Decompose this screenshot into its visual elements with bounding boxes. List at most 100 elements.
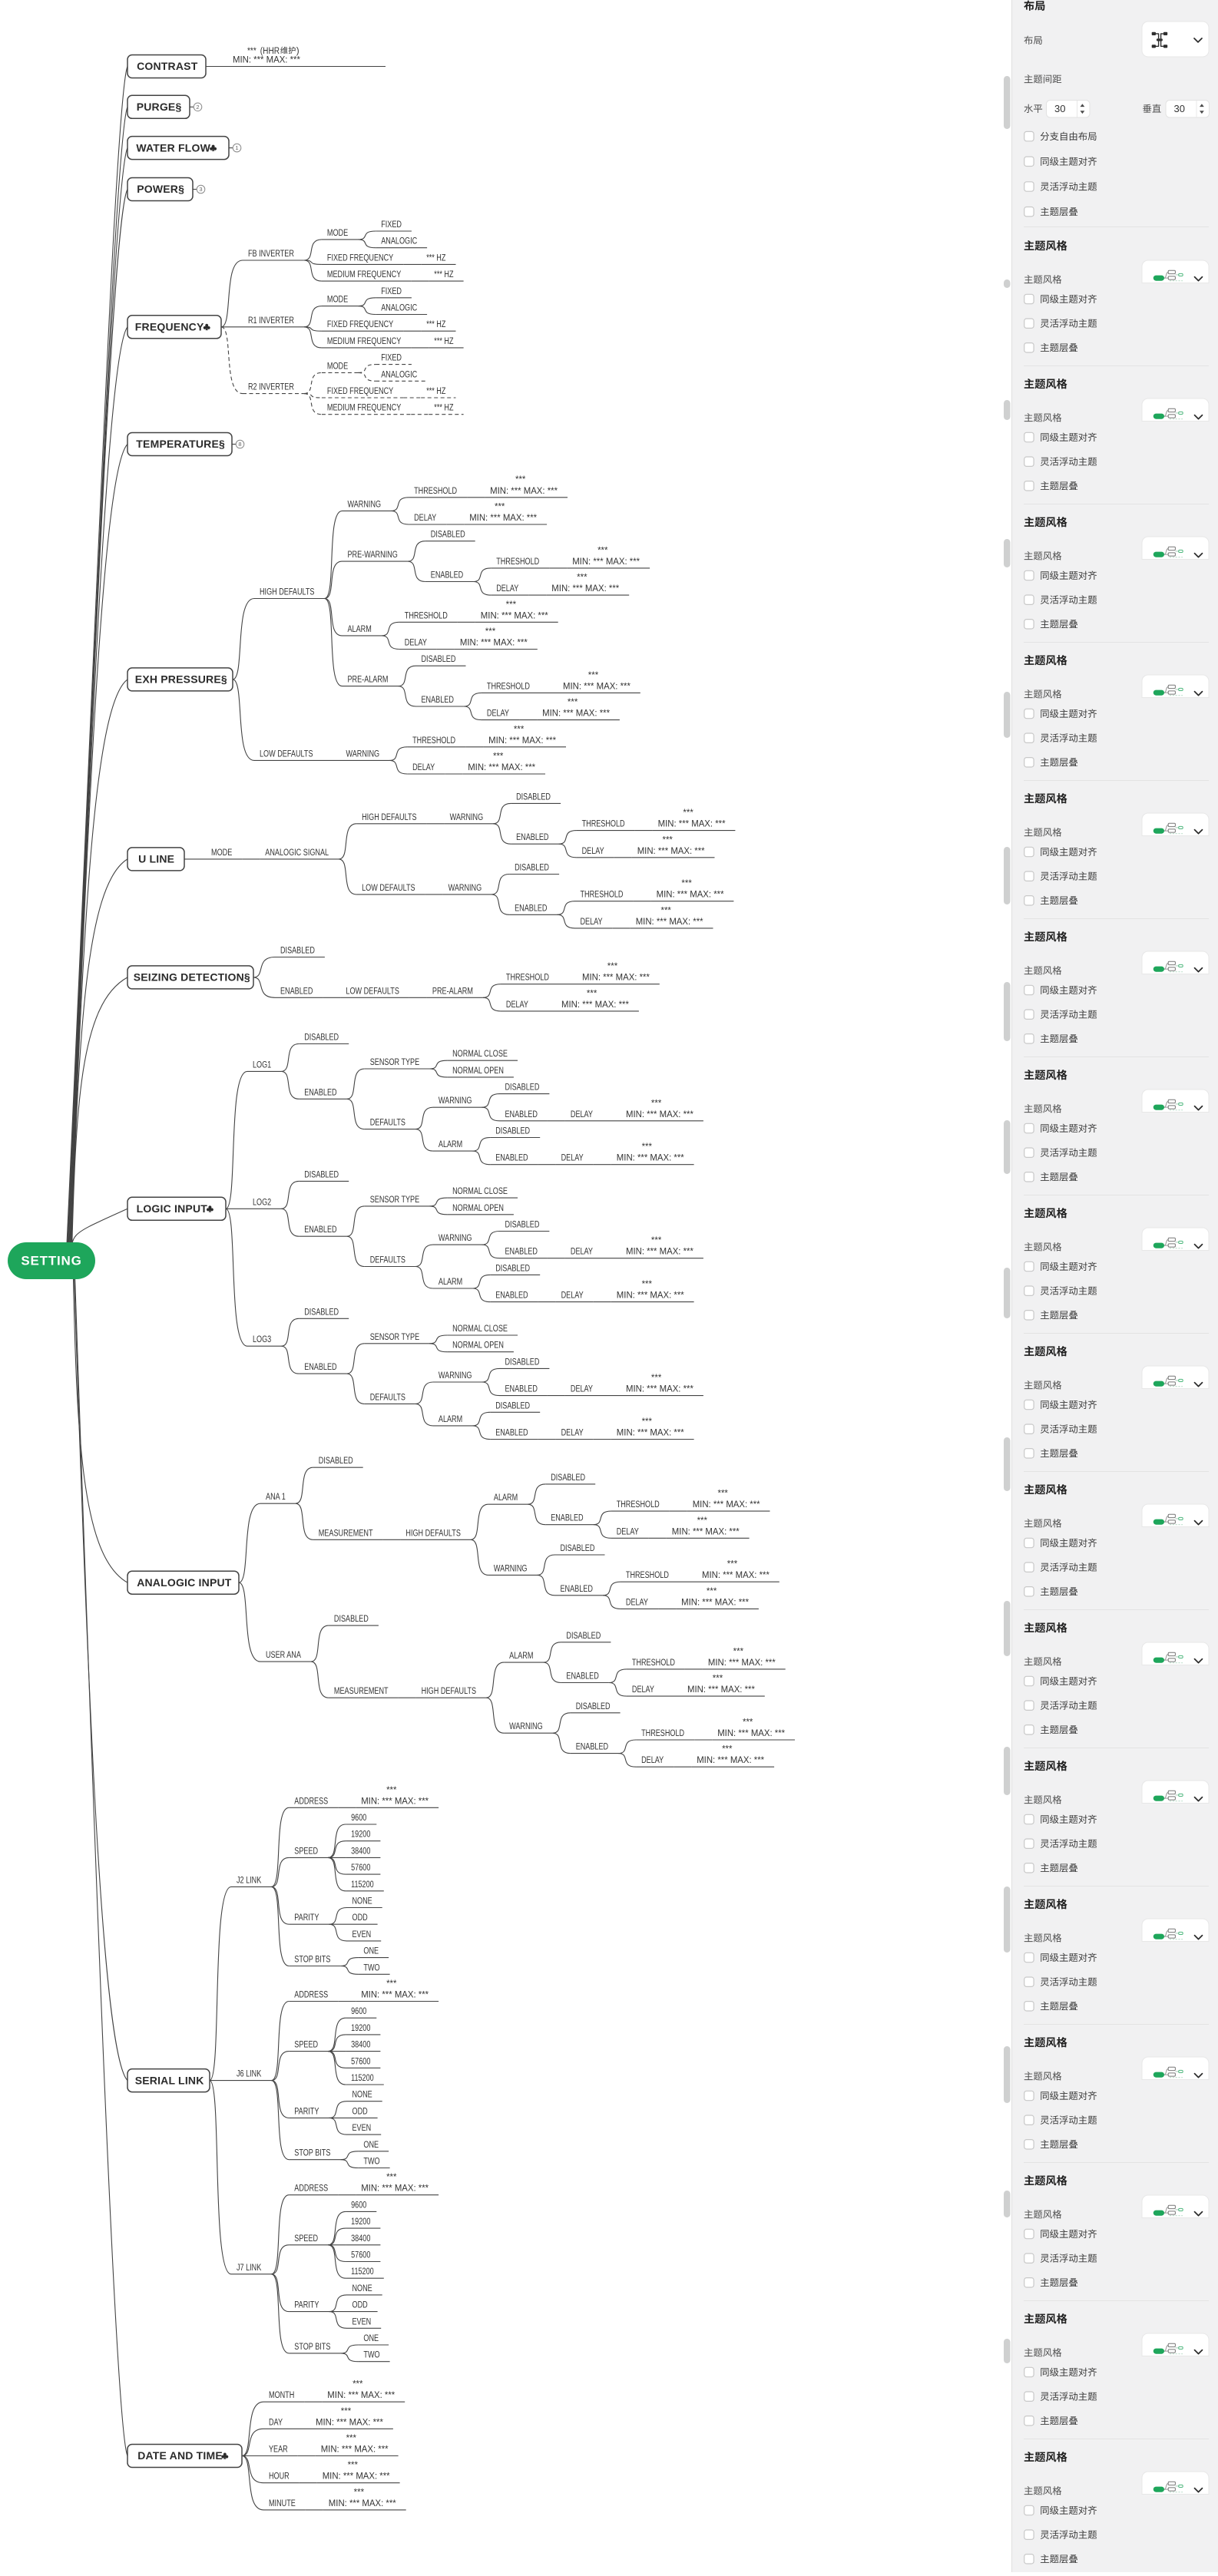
svg-text:ENABLED: ENABLED [566,1672,598,1682]
svg-text:ENABLED: ENABLED [516,833,548,842]
svg-text:ANALOGIC: ANALOGIC [381,304,417,313]
svg-text:***: *** [662,835,673,845]
svg-text:DELAY: DELAY [561,1154,584,1163]
svg-text:MIN: *** MAX: ***: MIN: *** MAX: *** [708,1658,776,1668]
svg-text:ENABLED: ENABLED [515,904,547,913]
svg-text:THRESHOLD: THRESHOLD [632,1658,675,1668]
svg-text:ODD: ODD [352,2301,368,2310]
svg-text:SETTING: SETTING [21,1254,81,1268]
svg-text:19200: 19200 [351,2217,370,2227]
svg-text:MIN: *** MAX: ***: MIN: *** MAX: *** [617,1429,684,1438]
svg-text:MIN: *** MAX: ***: MIN: *** MAX: *** [316,2418,383,2427]
svg-text:DISABLED: DISABLED [505,1357,540,1367]
svg-text:19200: 19200 [351,1830,370,1840]
svg-text:DAY: DAY [269,2418,283,2427]
svg-text:J7 LINK: J7 LINK [237,2264,262,2273]
svg-text:ENABLED: ENABLED [495,1154,528,1163]
svg-text:THRESHOLD: THRESHOLD [496,557,539,567]
svg-text:9600: 9600 [351,2007,366,2016]
svg-text:LOG1: LOG1 [253,1060,271,1070]
svg-text:ANALOGIC: ANALOGIC [381,237,417,246]
svg-text:ALARM: ALARM [494,1493,518,1503]
svg-text:MIN: *** MAX: ***: MIN: *** MAX: *** [233,56,300,65]
svg-text:***: *** [651,1374,662,1383]
svg-text:ENABLED: ENABLED [551,1514,583,1523]
svg-text:DISABLED: DISABLED [304,1170,339,1179]
svg-text:SEIZING DETECTION§: SEIZING DETECTION§ [134,971,250,984]
svg-text:NORMAL CLOSE: NORMAL CLOSE [452,1324,508,1334]
svg-text:PRE-ALARM: PRE-ALARM [432,987,473,996]
svg-text:FIXED FREQUENCY: FIXED FREQUENCY [327,253,394,263]
svg-text:38400: 38400 [351,2041,370,2050]
svg-text:9600: 9600 [351,1814,366,1823]
svg-text:*** HZ: *** HZ [434,337,453,346]
svg-text:DELAY: DELAY [571,1110,593,1119]
svg-text:ENABLED: ENABLED [304,1363,336,1372]
svg-text:***: *** [341,2407,352,2416]
svg-text:NORMAL CLOSE: NORMAL CLOSE [452,1187,508,1196]
svg-text:MIN: *** MAX: ***: MIN: *** MAX: *** [361,1797,429,1806]
svg-text:*** HZ: *** HZ [434,270,453,279]
svg-text:2: 2 [196,104,199,111]
svg-text:DISABLED: DISABLED [334,1615,369,1624]
svg-text:EVEN: EVEN [352,2124,372,2133]
svg-text:ANALOGIC SIGNAL: ANALOGIC SIGNAL [265,848,329,858]
svg-text:J6 LINK: J6 LINK [237,2070,262,2079]
svg-text:ONE: ONE [363,1947,379,1956]
svg-text:DELAY: DELAY [571,1248,593,1257]
svg-text:MONTH: MONTH [269,2391,294,2400]
svg-text:WATER FLOW: WATER FLOW [136,141,210,154]
svg-text:MIN: *** MAX: ***: MIN: *** MAX: *** [582,974,650,983]
svg-text:***: *** [386,2173,397,2182]
svg-text:MIN: *** MAX: ***: MIN: *** MAX: *** [636,918,703,927]
svg-text:***: *** [743,1718,753,1728]
svg-text:***: *** [651,1099,662,1108]
svg-text:DISABLED: DISABLED [431,531,465,540]
svg-text:30: 30 [1174,103,1185,114]
svg-text:WARNING: WARNING [494,1564,528,1573]
svg-text:MIN: *** MAX: ***: MIN: *** MAX: *** [563,682,631,691]
svg-text:MIN: *** MAX: ***: MIN: *** MAX: *** [329,2499,396,2508]
svg-text:WARNING: WARNING [448,884,482,893]
svg-text:***: *** [587,989,597,998]
svg-text:***: *** [485,627,496,637]
svg-text:PRE-WARNING: PRE-WARNING [348,551,398,560]
svg-text:LOW DEFAULTS: LOW DEFAULTS [346,987,399,996]
svg-text:DISABLED: DISABLED [304,1033,339,1043]
svg-text:***: *** [346,2434,357,2443]
svg-text:FIXED: FIXED [381,287,402,296]
svg-text:30: 30 [1054,103,1065,114]
svg-text:J2 LINK: J2 LINK [237,1876,262,1885]
svg-text:R1 INVERTER: R1 INVERTER [248,316,294,326]
svg-text:THRESHOLD: THRESHOLD [641,1729,684,1738]
svg-text:ALARM: ALARM [439,1415,462,1424]
svg-text:***: *** [660,906,671,915]
svg-text:MIN: *** MAX: ***: MIN: *** MAX: *** [717,1729,785,1738]
svg-text:ENABLED: ENABLED [505,1248,538,1257]
svg-text:***: *** [506,600,517,610]
svg-text:FIXED: FIXED [381,220,402,230]
svg-text:DISABLED: DISABLED [515,864,549,873]
svg-text:*** (HHR: *** (HHR [247,47,280,56]
svg-text:ENABLED: ENABLED [495,1291,528,1301]
svg-text:DELAY: DELAY [632,1685,654,1695]
svg-text:ONE: ONE [363,2141,379,2150]
svg-text:MIN: *** MAX: ***: MIN: *** MAX: *** [551,584,619,594]
svg-text:MODE: MODE [327,229,349,238]
svg-text:DISABLED: DISABLED [566,1632,601,1641]
svg-text:***: *** [348,2461,359,2470]
svg-text:ENABLED: ENABLED [505,1385,538,1394]
svg-text:SERIAL LINK: SERIAL LINK [135,2074,204,2086]
svg-text:DISABLED: DISABLED [576,1702,611,1711]
svg-text:MIN: *** MAX: ***: MIN: *** MAX: *** [488,736,556,746]
svg-text:SENSOR TYPE: SENSOR TYPE [370,1333,420,1342]
svg-text:U LINE: U LINE [138,853,174,865]
svg-text:NORMAL CLOSE: NORMAL CLOSE [452,1050,508,1059]
svg-text:MIN: *** MAX: ***: MIN: *** MAX: *** [658,820,726,829]
svg-text:DISABLED: DISABLED [304,1308,339,1317]
svg-text:NORMAL OPEN: NORMAL OPEN [452,1341,504,1351]
svg-text:WARNING: WARNING [348,500,382,509]
svg-text:MIN: *** MAX: ***: MIN: *** MAX: *** [490,487,558,496]
svg-text:DISABLED: DISABLED [495,1264,530,1273]
svg-text:MODE: MODE [211,848,233,858]
